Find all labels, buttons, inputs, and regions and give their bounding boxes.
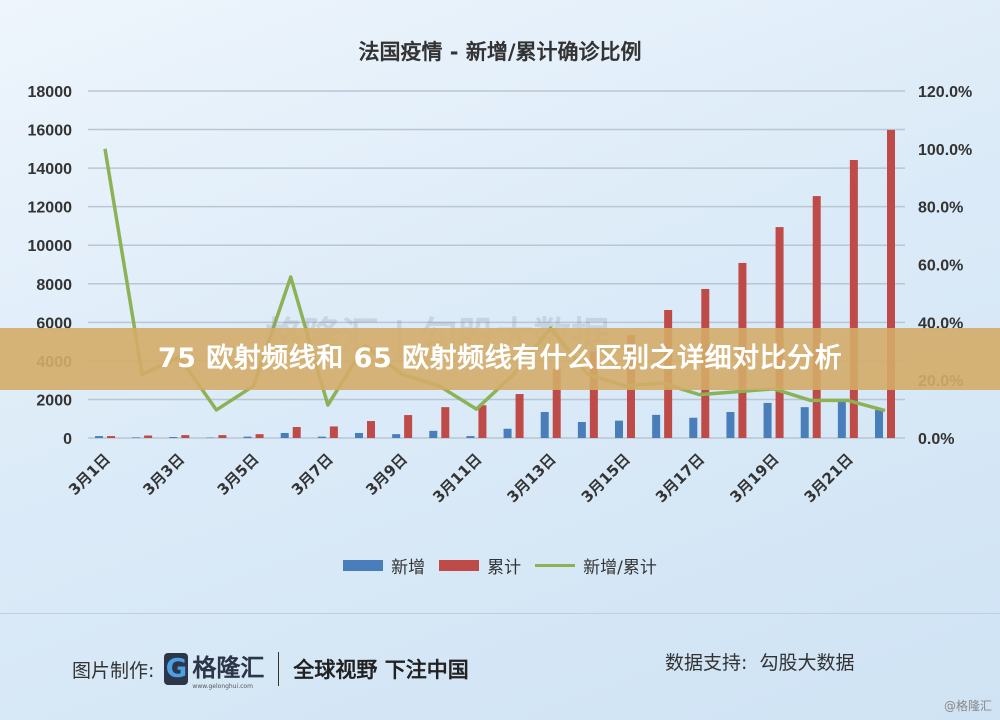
y-right-tick-label: 0.0% bbox=[918, 431, 954, 448]
bar-new bbox=[466, 436, 475, 438]
bar-cumulative bbox=[404, 415, 413, 438]
logo-text: 格隆汇 bbox=[192, 654, 265, 682]
bar-new bbox=[763, 402, 772, 438]
legend-swatch bbox=[439, 560, 480, 571]
line-ratio bbox=[103, 148, 886, 413]
bar-cumulative bbox=[887, 129, 895, 439]
bar-cumulative bbox=[589, 351, 598, 438]
legend-label: 累计 bbox=[487, 558, 522, 578]
y-right-tick-label: 60.0% bbox=[918, 258, 963, 275]
bar-cumulative bbox=[849, 160, 858, 438]
logo-url: www.gelonghui.com bbox=[192, 683, 253, 690]
separator bbox=[278, 652, 280, 686]
y-left-tick-label: 16000 bbox=[28, 123, 73, 140]
bar-new bbox=[652, 414, 661, 438]
bar-cumulative bbox=[478, 405, 487, 438]
y-right-tick-label: 80.0% bbox=[918, 200, 963, 217]
bar-cumulative bbox=[441, 407, 450, 438]
bar-new bbox=[800, 407, 809, 438]
legend-item-ratio: 新增/累计 bbox=[535, 553, 657, 578]
bar-new bbox=[577, 421, 586, 438]
bar-new bbox=[615, 420, 623, 438]
y-right-tick-label: 120.0% bbox=[918, 84, 972, 101]
bar-cumulative bbox=[515, 394, 524, 438]
y-left-tick-label: 8000 bbox=[36, 277, 72, 294]
bar-cumulative bbox=[552, 368, 561, 438]
bar-new bbox=[726, 411, 735, 438]
legend-swatch bbox=[535, 564, 576, 567]
bar-cumulative bbox=[367, 421, 375, 438]
bar-cumulative bbox=[292, 427, 301, 438]
y-left-tick-label: 2000 bbox=[36, 392, 72, 409]
y-left-tick-label: 14000 bbox=[28, 161, 73, 178]
made-by-label: 图片制作: bbox=[72, 659, 155, 682]
overlay-banner: 75 欧射频线和 65 欧射频线有什么区别之详细对比分析 bbox=[0, 328, 1000, 390]
bar-new bbox=[355, 432, 363, 438]
y-left-tick-label: 10000 bbox=[28, 238, 73, 255]
legend-label: 新增/累计 bbox=[583, 558, 657, 578]
x-tick-label: 3月1日 bbox=[65, 450, 114, 499]
corner-watermark: @格隆汇 bbox=[943, 699, 992, 713]
bar-new bbox=[875, 410, 883, 438]
bar-new bbox=[169, 437, 178, 438]
bar-cumulative bbox=[329, 426, 338, 438]
y-right-tick-label: 100.0% bbox=[918, 142, 972, 159]
legend-item-new: 新增 bbox=[343, 553, 425, 578]
bar-new bbox=[837, 401, 846, 438]
x-tick-label: 3月21日 bbox=[801, 450, 857, 506]
x-tick-label: 3月19日 bbox=[726, 450, 782, 506]
x-tick-label: 3月9日 bbox=[362, 450, 411, 499]
bar-new bbox=[429, 430, 438, 438]
x-tick-label: 3月11日 bbox=[429, 450, 485, 506]
bar-cumulative bbox=[218, 435, 227, 438]
bar-cumulative bbox=[181, 435, 190, 438]
data-support-label: 数据支持: 勾股大数据 bbox=[665, 652, 855, 674]
legend-item-cumulative: 累计 bbox=[439, 553, 521, 578]
y-left-tick-label: 0 bbox=[63, 431, 72, 448]
bar-cumulative bbox=[255, 434, 264, 438]
x-tick-label: 3月7日 bbox=[288, 450, 337, 499]
x-tick-label: 3月13日 bbox=[503, 450, 559, 506]
chart-title: 法国疫情 - 新增/累计确诊比例 bbox=[358, 40, 642, 64]
gelonghui-logo: G 格隆汇 www.gelonghui.com bbox=[164, 648, 264, 690]
x-tick-label: 3月15日 bbox=[578, 450, 634, 506]
footer-credit: 图片制作: G 格隆汇 www.gelonghui.com 全球视野 下注中国 bbox=[72, 648, 469, 690]
bar-new bbox=[95, 436, 103, 438]
bar-new bbox=[132, 437, 141, 438]
legend-label: 新增 bbox=[391, 558, 426, 578]
data-support: 数据支持: 勾股大数据 bbox=[665, 648, 854, 675]
bar-new bbox=[689, 417, 698, 438]
bar-new bbox=[317, 436, 326, 438]
bar-new bbox=[503, 428, 512, 438]
legend: 新增 累计 新增/累计 bbox=[0, 553, 1000, 578]
x-tick-label: 3月3日 bbox=[139, 450, 188, 499]
bar-cumulative bbox=[144, 435, 153, 438]
slogan: 全球视野 下注中国 bbox=[293, 658, 469, 682]
legend-swatch bbox=[343, 560, 384, 571]
bar-cumulative bbox=[812, 196, 821, 438]
y-left-tick-label: 18000 bbox=[28, 84, 73, 101]
bar-new bbox=[392, 434, 401, 438]
bar-new bbox=[280, 432, 289, 438]
bar-cumulative bbox=[107, 436, 115, 438]
y-left-tick-label: 12000 bbox=[28, 200, 73, 217]
footer-divider bbox=[0, 613, 1000, 614]
logo-mark: G bbox=[164, 653, 189, 685]
x-tick-label: 3月5日 bbox=[214, 450, 263, 499]
bar-new bbox=[243, 436, 252, 438]
bar-new bbox=[540, 411, 549, 438]
x-tick-label: 3月17日 bbox=[652, 450, 708, 506]
